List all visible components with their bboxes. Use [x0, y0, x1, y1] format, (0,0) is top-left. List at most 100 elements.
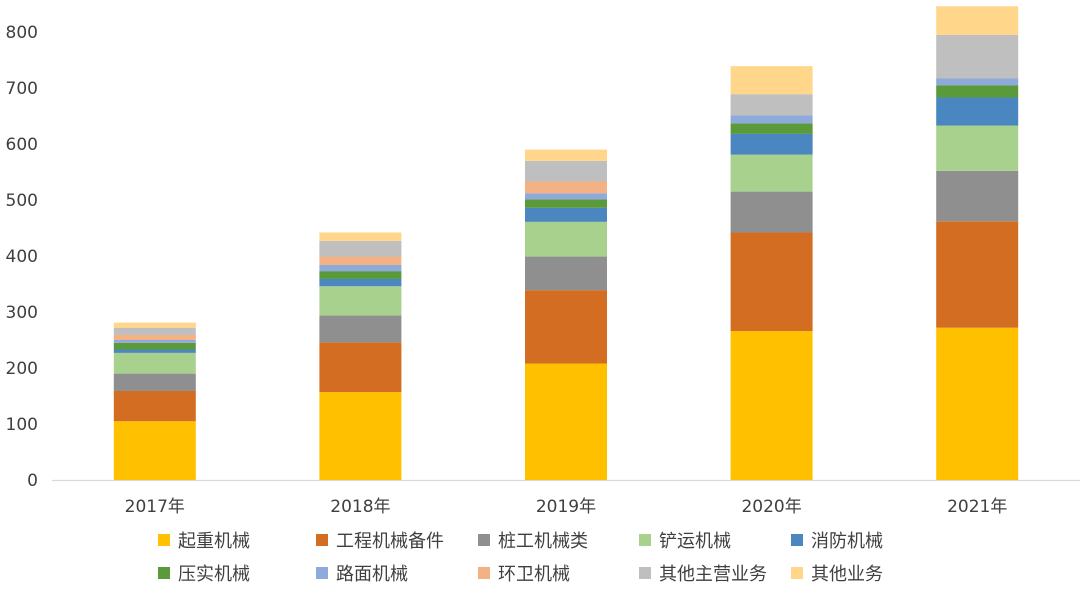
- legend-swatch: [478, 534, 490, 546]
- bar-segment: [936, 78, 1019, 86]
- bar-segment: [525, 363, 607, 480]
- legend-label: 环卫机械: [498, 564, 570, 585]
- y-tick-label: 400: [6, 247, 38, 267]
- bar-segment: [936, 221, 1019, 328]
- bar-segment: [730, 232, 813, 332]
- bar-segment: [730, 331, 813, 480]
- legend-swatch: [791, 567, 803, 579]
- legend-swatch: [316, 567, 328, 579]
- bar-segment: [525, 207, 607, 222]
- bar-segment: [730, 115, 813, 124]
- bar-segment: [936, 125, 1019, 171]
- bar-segment: [525, 181, 607, 194]
- legend-item: 桩工机械类: [478, 531, 588, 552]
- bar-segment: [730, 191, 813, 233]
- legend-label: 压实机械: [178, 564, 250, 585]
- bar-segment: [319, 392, 402, 480]
- legend-item: 压实机械: [158, 564, 250, 585]
- bar-segment: [113, 352, 196, 374]
- bar-segment: [730, 133, 813, 155]
- bar-segment: [525, 199, 607, 208]
- x-category-label: 2017年: [125, 497, 185, 517]
- legend-swatch: [639, 567, 651, 579]
- bar-segment: [113, 390, 196, 422]
- bar-segment: [113, 421, 196, 480]
- legend-label: 桩工机械类: [498, 531, 588, 552]
- bar-segment: [936, 34, 1019, 79]
- legend-label: 其他主营业务: [659, 564, 767, 585]
- legend-item: 工程机械备件: [316, 531, 444, 552]
- bar-segment: [525, 256, 607, 291]
- bar-segment: [319, 342, 402, 393]
- bar-segment: [525, 160, 607, 182]
- bars-layer: [113, 6, 1019, 480]
- bar-segment: [936, 327, 1019, 480]
- bar-segment: [113, 373, 196, 391]
- bar-segment: [113, 334, 196, 340]
- y-tick-label: 600: [6, 135, 38, 155]
- x-category-label: 2018年: [330, 497, 390, 517]
- bar-segment: [113, 340, 196, 343]
- bar-segment: [319, 264, 402, 272]
- y-tick-label: 500: [6, 191, 38, 211]
- y-tick-label: 700: [6, 79, 38, 99]
- bar-segment: [319, 271, 402, 279]
- legend-item: 其他主营业务: [639, 564, 767, 585]
- y-tick-label: 0: [27, 471, 38, 491]
- y-tick-label: 800: [6, 23, 38, 43]
- x-category-label: 2021年: [947, 497, 1007, 517]
- bar-segment: [113, 342, 196, 350]
- legend-label: 工程机械备件: [336, 531, 444, 552]
- bar-segment: [113, 322, 196, 328]
- legend-item: 其他业务: [791, 564, 883, 585]
- legend-item: 铲运机械: [639, 531, 731, 552]
- bar-stack: [936, 6, 1019, 480]
- bar-segment: [319, 240, 402, 257]
- legend-swatch: [478, 567, 490, 579]
- bar-segment: [730, 94, 813, 116]
- bar-stack: [319, 232, 402, 480]
- x-category-label: 2020年: [741, 497, 801, 517]
- bar-segment: [936, 6, 1019, 35]
- bar-segment: [319, 286, 402, 316]
- bar-segment: [113, 349, 196, 353]
- axis-layer: 0 100 200 300 400 500 600 700 800 2017年 2018年 2019年…: [6, 23, 1080, 517]
- legend-label: 消防机械: [811, 531, 883, 552]
- legend-label: 铲运机械: [659, 531, 731, 552]
- bar-segment: [525, 193, 607, 200]
- legend-swatch: [639, 534, 651, 546]
- y-tick-label: 300: [6, 303, 38, 323]
- bar-stack: [525, 149, 607, 480]
- x-category-label: 2019年: [536, 497, 596, 517]
- y-tick-label: 100: [6, 415, 38, 435]
- bar-segment: [319, 278, 402, 287]
- bar-segment: [730, 66, 813, 95]
- bar-segment: [730, 154, 813, 192]
- bar-segment: [525, 290, 607, 364]
- legend-item: 环卫机械: [478, 564, 570, 585]
- legend-label: 路面机械: [336, 564, 408, 585]
- bar-segment: [319, 256, 402, 265]
- bar-segment: [113, 327, 196, 335]
- bar-segment: [319, 232, 402, 241]
- bar-stack: [113, 322, 196, 480]
- bar-segment: [936, 85, 1019, 98]
- legend-label: 其他业务: [811, 564, 883, 585]
- bar-segment: [936, 170, 1019, 222]
- bar-segment: [730, 123, 813, 134]
- legend-item: 起重机械: [158, 531, 250, 552]
- legend-label: 起重机械: [178, 531, 250, 552]
- legend-swatch: [316, 534, 328, 546]
- bar-segment: [936, 97, 1019, 126]
- bar-stack: [730, 66, 813, 480]
- bar-segment: [525, 221, 607, 257]
- bar-segment: [319, 315, 402, 343]
- legend-swatch: [158, 534, 170, 546]
- y-tick-label: 200: [6, 359, 38, 379]
- bar-segment: [525, 149, 607, 161]
- legend-item: 路面机械: [316, 564, 408, 585]
- legend-swatch: [791, 534, 803, 546]
- legend-item: 消防机械: [791, 531, 883, 552]
